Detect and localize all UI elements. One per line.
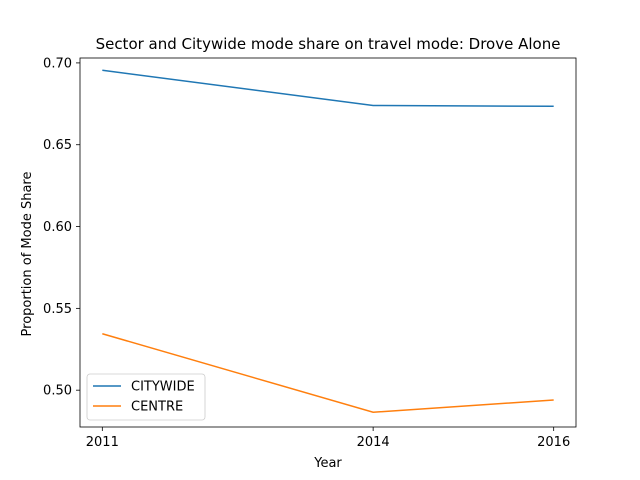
chart-title: Sector and Citywide mode share on travel… [96, 35, 561, 53]
x-axis-label: Year [313, 456, 342, 471]
plot-area [79, 57, 577, 428]
x-tick-label: 2014 [357, 435, 390, 450]
y-axis-label: Proportion of Mode Share [20, 172, 35, 337]
y-tick-label: 0.70 [43, 56, 72, 71]
legend-label: CENTRE [131, 400, 183, 415]
y-tick-label: 0.60 [43, 220, 72, 235]
legend: CITYWIDE CENTRE [86, 373, 206, 421]
y-axis: 0.50 0.55 0.60 0.65 0.70 [43, 56, 80, 399]
series-line-citywide [102, 69, 554, 108]
y-tick-label: 0.65 [43, 138, 72, 153]
plot-frame [79, 57, 577, 428]
y-tick-label: 0.50 [43, 384, 72, 399]
y-tick-label: 0.55 [43, 302, 72, 317]
series-line-centre [102, 333, 554, 414]
x-axis: 2011 2014 2016 [86, 427, 570, 450]
series-layer [102, 69, 554, 414]
x-tick-label: 2016 [537, 435, 570, 450]
x-tick-label: 2011 [86, 435, 119, 450]
legend-label: CITYWIDE [131, 380, 195, 395]
